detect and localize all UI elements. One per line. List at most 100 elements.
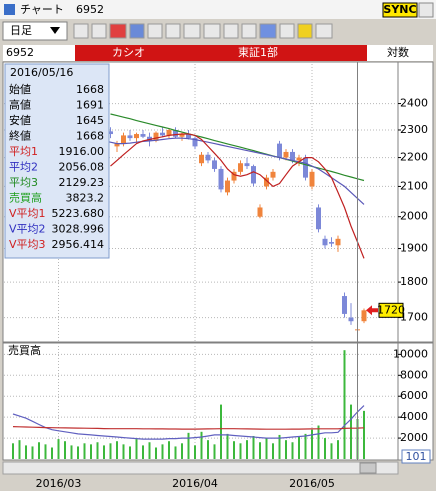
scrollbar[interactable] — [2, 461, 399, 475]
tool-icon[interactable] — [91, 23, 107, 39]
info-label: 終値 — [9, 129, 31, 143]
volume-bar — [324, 438, 326, 459]
volume-bar — [213, 444, 216, 459]
header-code: 6952 — [6, 46, 34, 59]
volume-bar — [44, 444, 47, 459]
moving-average-line — [12, 426, 365, 430]
volume-bar — [187, 432, 190, 459]
volume-bar — [161, 444, 164, 459]
tool-icon[interactable] — [279, 23, 295, 39]
volume-bar — [220, 404, 222, 459]
y-tick-label: 4000 — [400, 410, 428, 423]
y-tick-label: 2000 — [400, 431, 428, 444]
zoom-box[interactable] — [401, 449, 431, 464]
volume-bar — [25, 445, 27, 459]
candle-body — [290, 151, 295, 161]
volume-bar — [109, 443, 112, 459]
y-tick-label: 6000 — [400, 389, 428, 402]
tool-icon[interactable] — [297, 23, 313, 39]
volume-bar — [168, 441, 170, 459]
candle-body — [277, 143, 282, 158]
tool-icon[interactable] — [109, 23, 127, 39]
info-label: 平均1 — [9, 145, 38, 158]
period-label: 日足 — [10, 24, 32, 37]
info-label: V平均1 — [9, 207, 46, 220]
tool-icon[interactable] — [315, 23, 333, 39]
volume-bar — [12, 443, 14, 459]
zoom-value: 101 — [406, 450, 427, 463]
tool-icon[interactable] — [259, 23, 277, 39]
volume-bar — [142, 445, 144, 459]
volume-bar — [116, 441, 118, 459]
volume-bar — [122, 444, 125, 459]
volume-bar — [194, 445, 196, 459]
candle-body — [231, 171, 237, 181]
candle-body — [238, 163, 243, 172]
y-tick-label: 1700 — [400, 311, 428, 324]
volume-bar — [311, 429, 313, 459]
tool-icon[interactable] — [73, 23, 89, 39]
volume-axis — [397, 342, 434, 461]
y-tick-label: 2400 — [400, 97, 428, 110]
candle-body — [335, 238, 341, 246]
volume-bar — [278, 434, 281, 459]
info-label: V平均3 — [9, 238, 46, 251]
candle-body — [114, 143, 120, 147]
volume-bar — [18, 440, 21, 459]
info-value: 5223.680 — [52, 207, 105, 220]
volume-bar — [148, 442, 151, 459]
x-tick-label: 2016/05 — [289, 477, 335, 490]
scale-box[interactable] — [367, 45, 433, 61]
volume-bar — [38, 442, 40, 459]
tool-icon[interactable] — [129, 23, 145, 39]
overlay-layer: 1720 — [366, 302, 405, 318]
close-button[interactable] — [418, 2, 434, 18]
candle-body — [361, 310, 367, 322]
candle-body — [108, 131, 113, 135]
info-value: 3823.2 — [66, 192, 105, 205]
volume-bar — [304, 433, 307, 459]
info-label: 安値 — [9, 113, 31, 127]
candle-body — [153, 132, 159, 141]
info-value: 3028.996 — [52, 223, 105, 236]
volume-bar — [83, 443, 86, 459]
app-icon — [4, 4, 15, 15]
candle-body — [127, 135, 133, 139]
moving-average-line — [110, 133, 365, 259]
volume-bar — [343, 350, 346, 459]
toolbar-icons — [73, 23, 333, 39]
volume-bar — [181, 443, 183, 459]
tool-icon[interactable] — [165, 23, 181, 39]
volume-bar — [226, 433, 229, 459]
volume-bar — [64, 441, 66, 459]
tool-icon[interactable] — [223, 23, 239, 39]
info-label: 始値 — [9, 82, 31, 96]
volume-bar — [285, 440, 287, 459]
y-tick-label: 1900 — [400, 242, 428, 255]
y-tick-label: 8000 — [400, 368, 428, 381]
info-value: 2056.08 — [59, 161, 105, 174]
candle-body — [283, 151, 289, 158]
volume-bar — [259, 442, 261, 459]
volume-bar — [233, 441, 235, 459]
tool-icon[interactable] — [147, 23, 163, 39]
volume-bar — [337, 440, 339, 459]
candle-body — [186, 134, 191, 139]
sync-button[interactable] — [382, 2, 418, 18]
candle-body — [205, 154, 211, 161]
info-label: 売買高 — [9, 191, 42, 205]
x-tick-label: 2016/03 — [36, 477, 82, 490]
tool-icon[interactable] — [203, 23, 221, 39]
candle-body — [225, 180, 230, 193]
y-tick-label: 2300 — [400, 123, 428, 136]
tool-icon[interactable] — [183, 23, 201, 39]
candle-body — [121, 135, 126, 144]
volume-bar — [363, 410, 365, 459]
volume-bar — [174, 446, 177, 459]
scroll-thumb[interactable] — [359, 462, 377, 474]
tool-icon[interactable] — [241, 23, 257, 39]
period-select[interactable] — [2, 21, 68, 41]
info-rows: 始値 1668 高値 1691 安値 1645 終値 1668 平均1 1916.00 平均2 205… — [9, 82, 104, 251]
candle-body — [192, 138, 198, 147]
